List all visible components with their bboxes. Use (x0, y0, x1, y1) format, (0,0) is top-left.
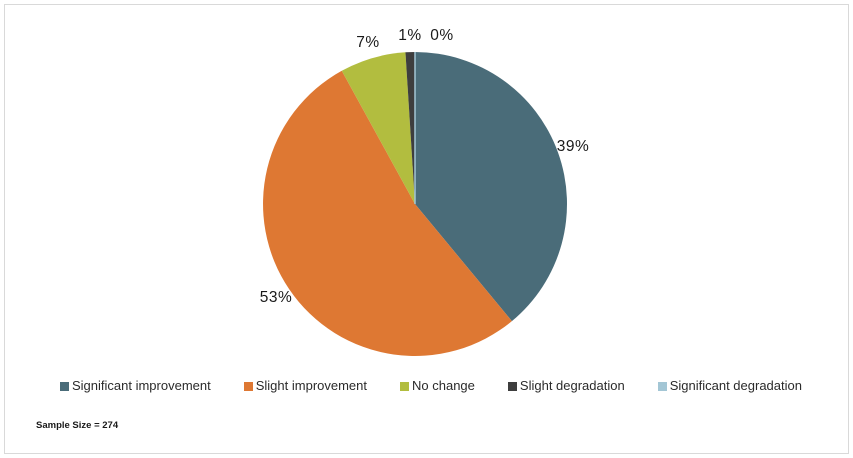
pie-slice-no-change (341, 52, 415, 204)
pie-slice-slight-degradation (405, 52, 415, 204)
data-label-significant-degradation: 0% (430, 27, 454, 44)
legend-swatch (657, 381, 667, 391)
pie-slice-significant-improvement (415, 52, 568, 322)
legend-item-significant-degradation: Significant degradation (657, 378, 802, 393)
data-label-significant-improvement: 39% (556, 138, 590, 155)
legend-label: No change (412, 378, 475, 393)
legend-swatch (60, 381, 69, 391)
legend-item-slight-improvement: Slight improvement (243, 378, 368, 393)
legend-swatch (507, 381, 517, 391)
legend-item-significant-improvement: Significant improvement (60, 378, 211, 393)
legend-label: Significant degradation (669, 378, 802, 393)
legend-label: Slight degradation (519, 378, 625, 393)
chart-legend: Significant improvement Slight improvemen… (60, 378, 802, 393)
legend-swatch (400, 381, 410, 391)
pie-slice-slight-improvement (263, 70, 512, 356)
sample-size-note: Sample Size = 274 (36, 420, 119, 431)
legend-label: Slight improvement (255, 378, 368, 393)
data-label-no-change: 7% (356, 34, 380, 51)
data-label-slight-improvement: 53% (259, 289, 293, 306)
legend-item-slight-degradation: Slight degradation (507, 378, 625, 393)
legend-swatch (243, 381, 253, 391)
legend-label: Significant improvement (72, 378, 211, 393)
data-label-slight-degradation: 1% (398, 27, 422, 44)
legend-item-no-change: No change (400, 378, 475, 393)
